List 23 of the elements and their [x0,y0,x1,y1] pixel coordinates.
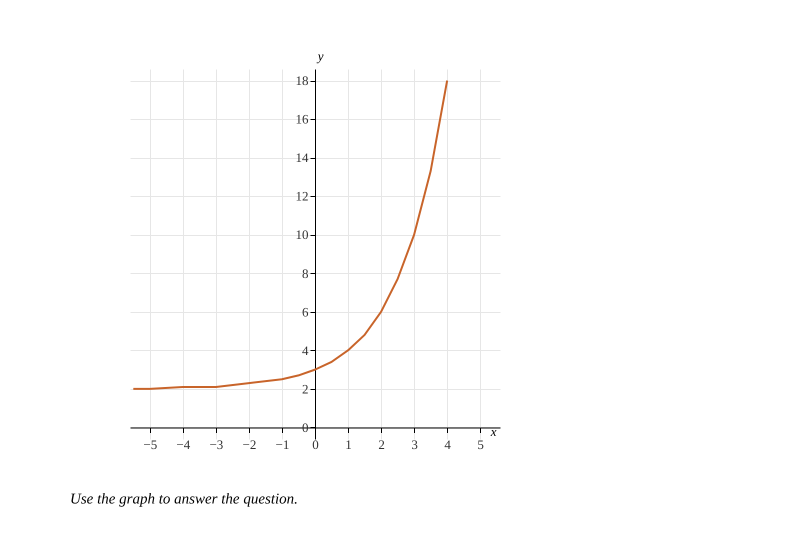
x-tick-label: 3 [411,436,418,452]
x-tick-label: −1 [276,436,290,452]
y-tick-label: 2 [302,381,308,396]
y-tick-label: 14 [296,150,309,166]
y-tick-label: 12 [296,188,308,204]
x-tick-label: 2 [378,436,385,452]
y-tick-label: 16 [296,112,309,127]
x-tick-label: 0 [312,436,319,452]
x-tick-label: 1 [345,436,352,452]
y-tick-label: 8 [302,266,308,281]
y-tick-label: 4 [302,342,309,358]
y-tick-label: 6 [302,304,309,320]
x-tick-label: 5 [477,436,484,452]
y-tick-label: 18 [296,73,308,88]
x-tick-label: −2 [242,436,256,452]
x-axis-title: x [490,424,497,439]
x-tick-label: −3 [209,436,224,452]
x-tick-label: −4 [176,436,191,452]
x-tick-label: −5 [143,436,158,452]
text: Use the graph to answer the question. [70,491,298,508]
y-tick-label: 10 [296,227,308,242]
x-tick-label: 4 [444,436,452,452]
y-axis-title: y [316,48,324,64]
